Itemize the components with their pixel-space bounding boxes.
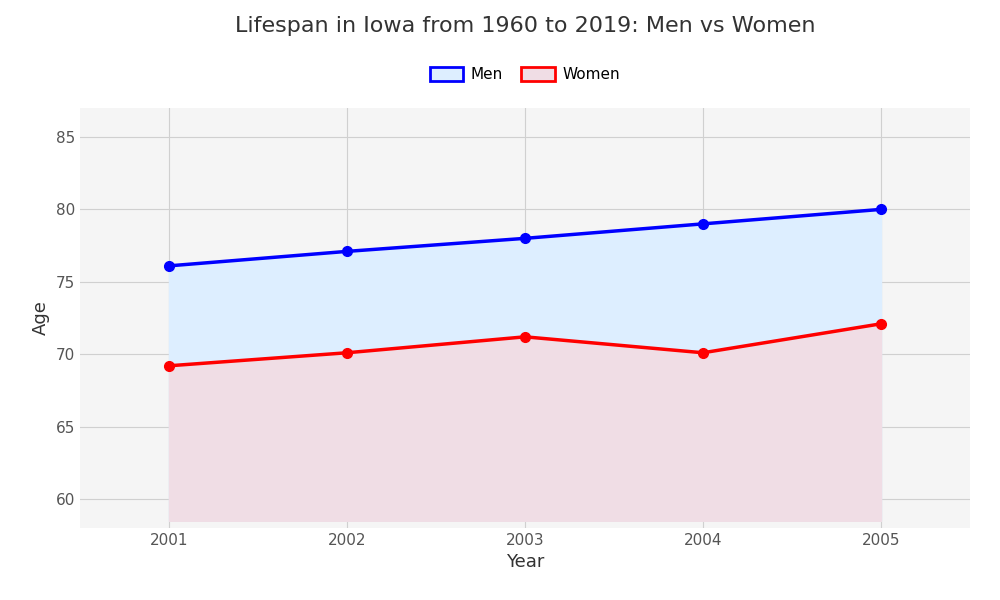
X-axis label: Year: Year [506,553,544,571]
Legend: Men, Women: Men, Women [424,61,626,88]
Y-axis label: Age: Age [32,301,50,335]
Title: Lifespan in Iowa from 1960 to 2019: Men vs Women: Lifespan in Iowa from 1960 to 2019: Men … [235,16,815,35]
